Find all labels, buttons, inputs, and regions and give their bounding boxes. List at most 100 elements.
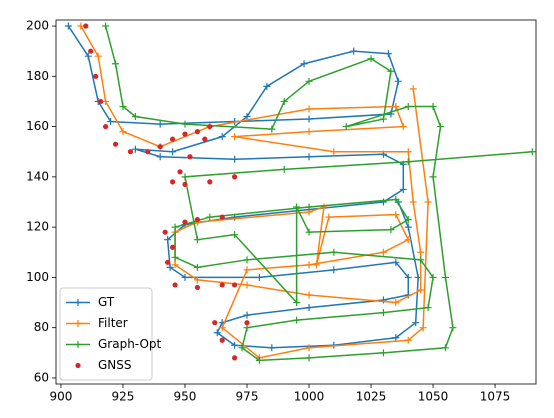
point-marker xyxy=(243,113,251,121)
gnss-point xyxy=(112,141,119,147)
marker-shape xyxy=(449,324,457,332)
marker-shape xyxy=(305,228,313,236)
y-tick-label: 200 xyxy=(26,19,49,33)
marker-shape xyxy=(305,261,313,269)
marker-shape xyxy=(169,148,177,156)
point-marker xyxy=(404,336,412,344)
marker-shape xyxy=(231,133,239,141)
point-marker xyxy=(293,316,301,324)
gnss-point xyxy=(194,284,200,291)
marker-shape xyxy=(409,85,417,93)
gnss-point xyxy=(83,23,89,29)
marker-shape xyxy=(404,336,412,344)
gnss-point xyxy=(162,229,168,235)
gnss-point xyxy=(219,282,225,288)
point-marker xyxy=(181,273,189,281)
y-tick-label: 180 xyxy=(26,69,49,83)
gnss-point xyxy=(232,355,238,361)
point-marker xyxy=(305,77,313,85)
gnss-point xyxy=(182,219,188,225)
marker-shape xyxy=(231,231,239,239)
marker-shape xyxy=(305,203,313,211)
point-marker xyxy=(181,173,189,181)
marker-shape xyxy=(399,123,407,131)
marker-shape xyxy=(379,349,387,357)
y-tick-label: 80 xyxy=(34,320,49,334)
point-marker xyxy=(131,145,139,153)
point-marker xyxy=(392,211,400,219)
marker-shape xyxy=(102,97,110,105)
marker-shape xyxy=(193,276,201,284)
marker-shape xyxy=(131,113,139,121)
gnss-point xyxy=(98,98,104,105)
marker-shape xyxy=(164,236,172,244)
point-marker xyxy=(243,311,251,319)
marker-shape xyxy=(417,256,425,264)
point-marker xyxy=(213,329,221,337)
point-marker xyxy=(305,344,313,352)
marker-shape xyxy=(243,113,251,121)
marker-shape xyxy=(367,55,375,63)
marker-shape xyxy=(102,22,110,30)
marker-shape xyxy=(156,120,164,128)
point-marker xyxy=(305,354,313,362)
marker-shape xyxy=(243,266,251,274)
point-marker xyxy=(429,273,437,281)
point-marker xyxy=(417,286,425,294)
point-marker xyxy=(429,173,437,181)
marker-shape xyxy=(399,185,407,193)
marker-shape xyxy=(404,216,412,224)
gnss-point xyxy=(219,337,225,343)
point-marker xyxy=(392,102,400,110)
marker-shape xyxy=(429,173,437,181)
point-marker xyxy=(342,123,350,131)
marker-shape xyxy=(243,281,251,289)
marker-shape xyxy=(171,223,179,231)
marker-shape xyxy=(429,273,437,281)
marker-shape xyxy=(156,153,164,161)
marker-shape xyxy=(436,123,444,131)
point-marker xyxy=(330,266,338,274)
gnss-point xyxy=(187,154,193,160)
gnss-point xyxy=(207,123,213,130)
gnss-point xyxy=(165,259,171,265)
point-marker xyxy=(379,309,387,317)
point-marker xyxy=(409,85,417,93)
marker-shape xyxy=(330,148,338,156)
point-marker xyxy=(102,97,110,105)
point-marker xyxy=(119,102,127,110)
point-marker xyxy=(330,148,338,156)
marker-shape xyxy=(255,273,263,281)
point-marker xyxy=(384,50,392,58)
point-marker xyxy=(404,223,412,231)
x-tick-label: 1075 xyxy=(480,390,511,404)
marker-shape xyxy=(84,52,92,60)
y-tick-label: 100 xyxy=(26,270,49,284)
x-tick-label: 1025 xyxy=(356,390,387,404)
marker-shape xyxy=(293,203,301,211)
point-marker xyxy=(429,102,437,110)
plot-area xyxy=(64,22,536,364)
marker-shape xyxy=(213,329,221,337)
point-marker xyxy=(243,266,251,274)
point-marker xyxy=(293,203,301,211)
marker-shape xyxy=(231,341,239,349)
legend-marker xyxy=(74,320,82,327)
gnss-point xyxy=(202,136,208,142)
point-marker xyxy=(449,324,457,332)
marker-shape xyxy=(243,324,251,332)
gnss-point xyxy=(182,131,188,137)
legend-marker xyxy=(74,341,82,348)
point-marker xyxy=(218,324,226,332)
gnss-point xyxy=(169,179,176,185)
point-marker xyxy=(280,97,288,105)
marker-shape xyxy=(305,354,313,362)
point-marker xyxy=(367,55,375,63)
marker-shape xyxy=(64,22,72,30)
point-marker xyxy=(379,248,387,256)
marker-shape xyxy=(300,60,308,68)
gnss-point xyxy=(103,123,109,130)
marker-shape xyxy=(404,158,412,166)
point-marker xyxy=(107,118,115,126)
